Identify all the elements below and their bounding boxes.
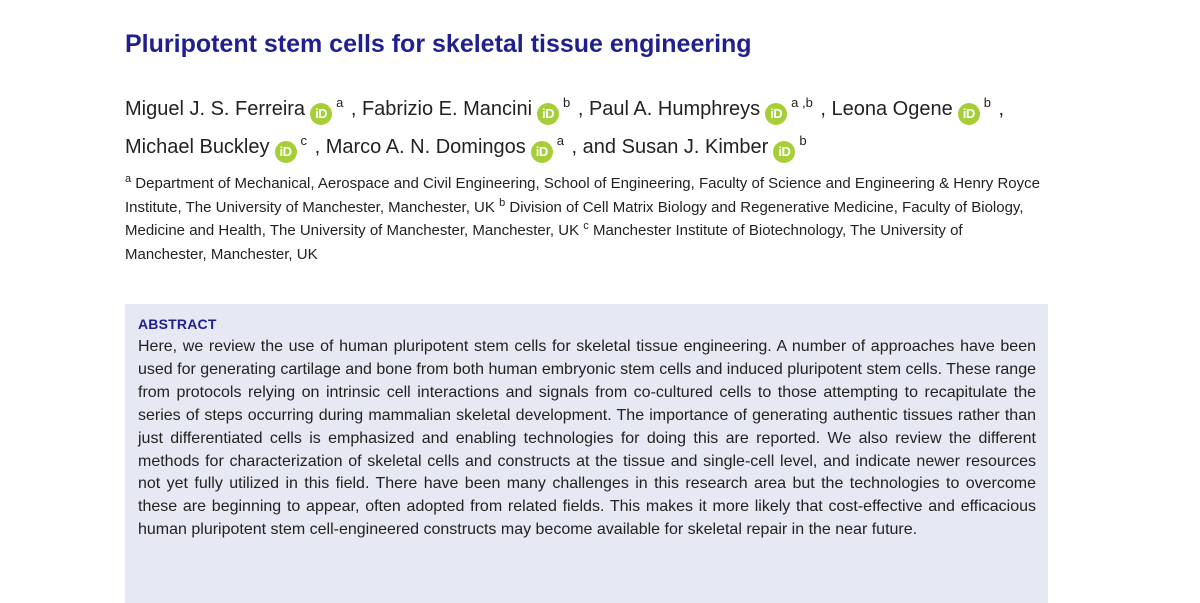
affiliation-text: Division of Cell Matrix Biology and Rege… bbox=[125, 198, 1024, 240]
author-separator: , bbox=[309, 136, 326, 158]
affiliation-mark: b bbox=[499, 196, 506, 209]
orcid-id-icon[interactable]: iD bbox=[310, 103, 333, 125]
author-list: Miguel J. S. Ferreira iDa , Fabrizio E. M… bbox=[125, 87, 1048, 163]
author-name[interactable]: Miguel J. S. Ferreira bbox=[125, 98, 306, 120]
orcid-id-icon[interactable]: iD bbox=[765, 103, 788, 125]
affiliations: a Department of Mechanical, Aerospace an… bbox=[125, 172, 1048, 266]
affiliation-mark: a bbox=[556, 133, 564, 148]
affiliation-mark: a ,b bbox=[791, 95, 813, 110]
author-name[interactable]: Fabrizio E. Mancini bbox=[361, 98, 533, 120]
affiliation-mark: c bbox=[300, 133, 308, 148]
author-1: Miguel J. S. Ferreira iDa bbox=[125, 95, 345, 125]
author-2: Fabrizio E. Mancini iDb bbox=[361, 95, 572, 125]
author-separator: , and bbox=[566, 136, 622, 158]
author-name[interactable]: Michael Buckley bbox=[125, 136, 270, 158]
author-6: Marco A. N. Domingos iDa bbox=[325, 133, 566, 163]
affiliation-mark: b bbox=[799, 133, 807, 148]
affiliation-mark: b bbox=[563, 95, 571, 110]
author-name[interactable]: Paul A. Humphreys bbox=[588, 98, 761, 120]
author-4: Leona Ogene iDb bbox=[831, 95, 993, 125]
abstract-text: Here, we review the use of human pluripo… bbox=[138, 338, 1036, 539]
orcid-id-icon[interactable]: iD bbox=[530, 141, 553, 163]
affiliation-text: Manchester Institute of Biotechnology, T… bbox=[125, 222, 963, 263]
orcid-id-icon[interactable]: iD bbox=[773, 141, 796, 163]
orcid-id-icon[interactable]: iD bbox=[537, 103, 560, 125]
author-3: Paul A. Humphreys iDa ,b bbox=[588, 95, 815, 125]
orcid-id-icon[interactable]: iD bbox=[957, 103, 980, 125]
author-name[interactable]: Marco A. N. Domingos bbox=[325, 136, 526, 158]
affiliation-mark: a bbox=[336, 95, 344, 110]
affiliation-mark: c bbox=[583, 220, 589, 232]
abstract-box: ABSTRACT Here, we review the use of huma… bbox=[125, 304, 1048, 603]
author-5: Michael Buckley iDc bbox=[125, 133, 309, 163]
author-separator: , bbox=[572, 98, 589, 120]
abstract-heading: ABSTRACT bbox=[138, 316, 217, 332]
author-separator: , bbox=[814, 98, 832, 120]
affiliation-text: Department of Mechanical, Aerospace and … bbox=[125, 175, 1040, 216]
orcid-id-icon[interactable]: iD bbox=[274, 141, 297, 163]
author-separator: , bbox=[992, 98, 1005, 120]
author-name[interactable]: Susan J. Kimber bbox=[621, 136, 769, 158]
author-name[interactable]: Leona Ogene bbox=[831, 98, 953, 120]
author-7: Susan J. Kimber iDb bbox=[621, 133, 809, 163]
affiliation-mark: b bbox=[983, 95, 991, 110]
author-separator: , bbox=[345, 98, 362, 120]
affiliation-mark: a bbox=[125, 173, 132, 185]
article-title: Pluripotent stem cells for skeletal tiss… bbox=[125, 30, 752, 58]
